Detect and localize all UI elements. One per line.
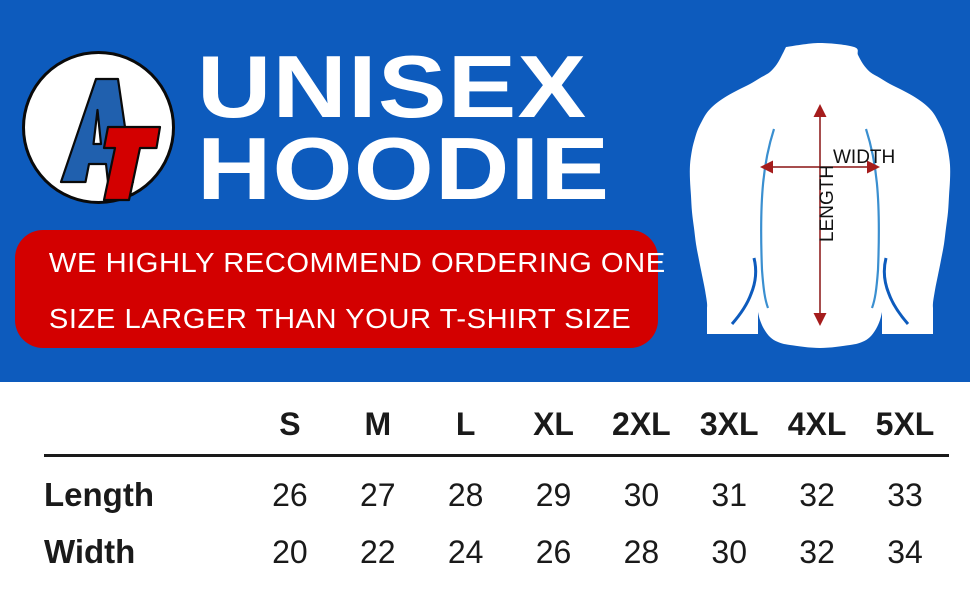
- svg-text:LENGTH: LENGTH: [817, 165, 838, 242]
- svg-text:WIDTH: WIDTH: [833, 147, 895, 168]
